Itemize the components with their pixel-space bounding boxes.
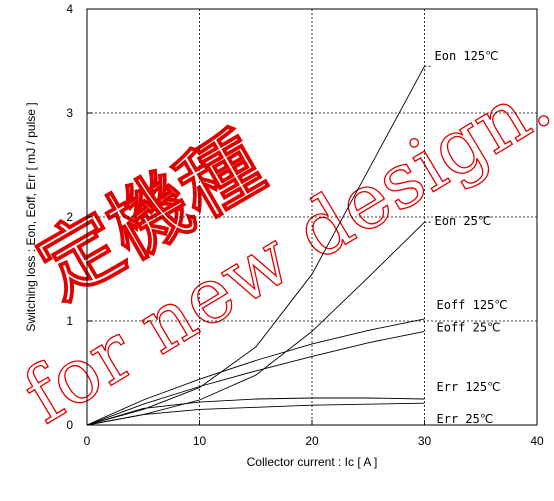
series-line: [86, 397, 425, 426]
x-tick-label: 0: [84, 434, 91, 448]
x-tick-label: 20: [305, 434, 319, 448]
x-axis-title: Collector current : Ic [ A ]: [247, 455, 378, 469]
y-axis: 0 1 2 3 4: [66, 2, 92, 432]
series-line: [86, 65, 425, 426]
series-label: Eoff 125℃: [437, 298, 508, 312]
y-axis-title: Switching loss : Eon, Eoff, Err [ mJ / p…: [24, 102, 38, 331]
series-lines: [86, 65, 425, 426]
x-tick-label: 10: [193, 434, 207, 448]
series-line: [86, 318, 425, 426]
series-label: Err 25℃: [437, 412, 494, 426]
grid: [87, 9, 537, 425]
series-label: Eoff 25℃: [437, 320, 501, 334]
y-tick-label: 3: [66, 106, 73, 120]
x-tick-label: 40: [530, 434, 544, 448]
y-tick-label: 2: [66, 210, 73, 224]
series-labels: Eon 125℃ Eon 25℃ Eoff 125℃ Eoff 25℃ Err 125℃…: [424, 49, 508, 426]
series-line: [86, 330, 425, 426]
series-label: Eon 125℃: [435, 49, 499, 63]
series-label: Err 125℃: [437, 380, 501, 394]
series-label: Eon 25℃: [435, 214, 492, 228]
y-tick-label: 0: [66, 418, 73, 432]
series-line: [86, 402, 425, 426]
x-axis: 0 10 20 30 40: [84, 420, 544, 448]
y-tick-label: 4: [66, 2, 73, 16]
y-tick-label: 1: [66, 314, 73, 328]
x-tick-label: 30: [418, 434, 432, 448]
